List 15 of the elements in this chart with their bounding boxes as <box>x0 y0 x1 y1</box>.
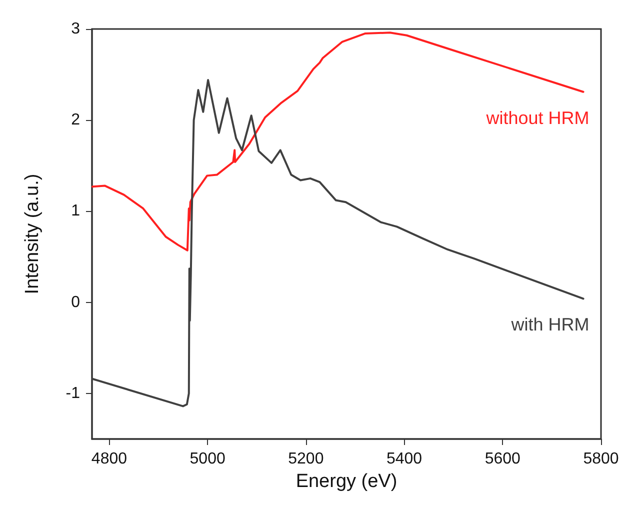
series-label: without HRM <box>485 108 590 128</box>
x-tick-label: 5600 <box>484 450 521 468</box>
x-axis-title: Energy (eV) <box>296 470 398 492</box>
y-tick-label: -1 <box>66 384 80 402</box>
y-tick-label: 0 <box>71 294 80 311</box>
series-label: with HRM <box>510 314 590 335</box>
x-tick-label: 5400 <box>386 450 422 468</box>
x-tick-label: 5800 <box>583 450 619 468</box>
x-tick-label: 4800 <box>91 450 128 468</box>
x-tick-label: 5200 <box>288 450 324 468</box>
y-tick-label: 3 <box>71 20 80 38</box>
y-tick-label: 2 <box>71 112 80 129</box>
x-tick-label: 5000 <box>190 450 226 468</box>
y-tick-label: 1 <box>71 202 80 220</box>
y-axis-title: Intensity (a.u.) <box>22 174 43 294</box>
